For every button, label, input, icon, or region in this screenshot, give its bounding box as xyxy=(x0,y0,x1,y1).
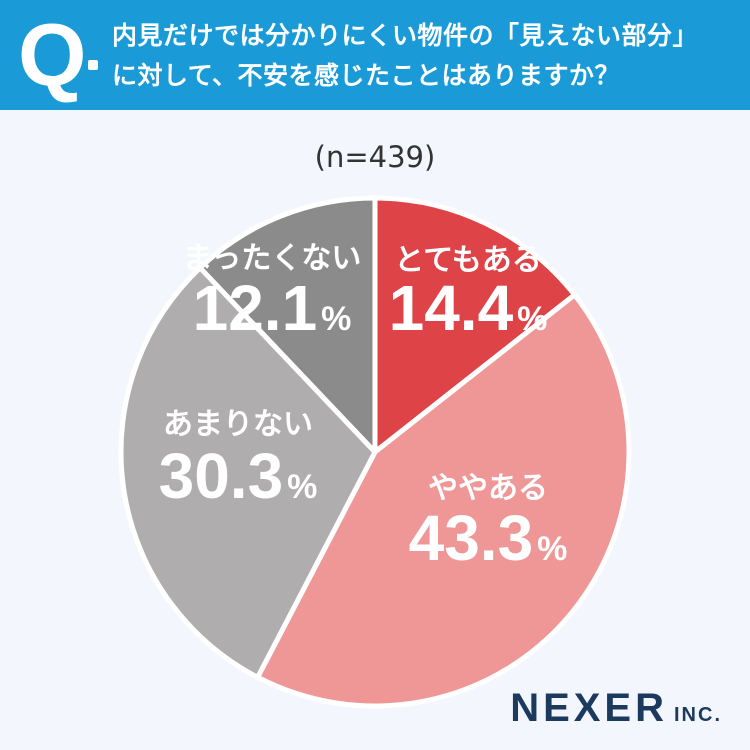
pie-slice-3 xyxy=(118,265,378,680)
slice-value-2: 43.3% xyxy=(409,502,568,574)
brand-suffix: INC. xyxy=(674,704,722,726)
slice-label-3: あまりない xyxy=(163,407,313,442)
slice-label-1: とてもある xyxy=(394,243,542,278)
q-mark: Q xyxy=(18,5,87,104)
question-line-2: に対して、不安を感じたことはありますか？ xyxy=(112,61,621,90)
brand-name: NEXER xyxy=(510,686,668,730)
sample-size: (n=439) xyxy=(314,140,436,174)
brand-logo: NEXER INC. xyxy=(510,686,722,731)
slice-label-4: まったくない xyxy=(183,241,362,276)
pie-slice-2 xyxy=(255,292,632,709)
slice-value-3: 30.3% xyxy=(159,440,318,512)
slice-value-4: 12.1% xyxy=(193,272,352,344)
pie-slice-4 xyxy=(197,195,378,455)
pie-slice-1 xyxy=(372,195,578,455)
question-line-1: 内見だけでは分かりにくい物件の「見えない部分」 xyxy=(112,21,699,50)
question-header: Q 内見だけでは分かりにくい物件の「見えない部分」 に対して、不安を感じたことは… xyxy=(0,0,750,110)
question-text: 内見だけでは分かりにくい物件の「見えない部分」 に対して、不安を感じたことはあり… xyxy=(112,16,742,96)
slice-value-1: 14.4% xyxy=(389,272,548,344)
slice-label-2: ややある xyxy=(428,471,548,506)
q-dot xyxy=(88,60,98,70)
